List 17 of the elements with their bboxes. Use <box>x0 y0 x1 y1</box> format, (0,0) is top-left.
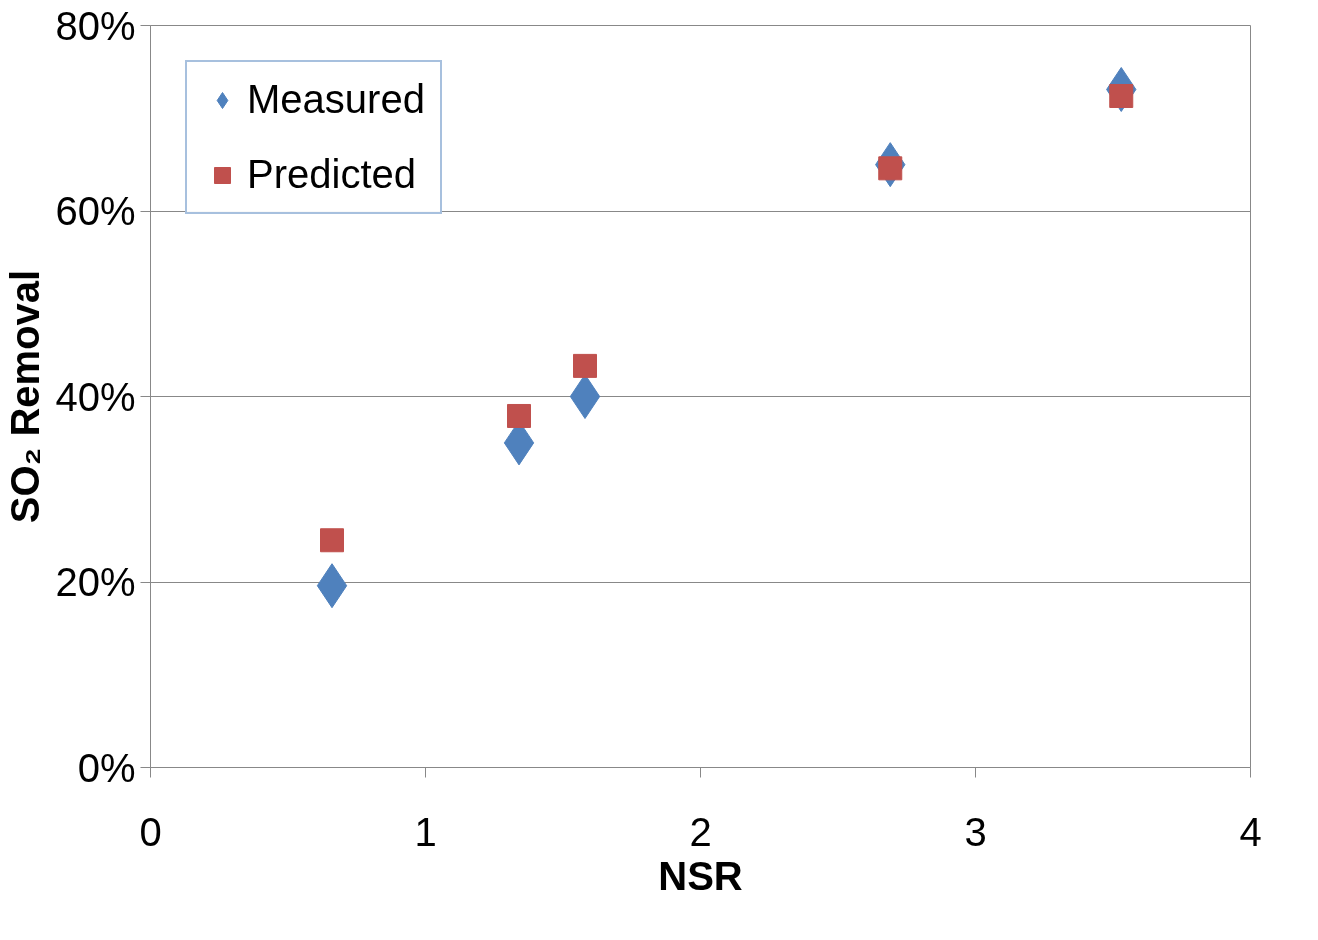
legend-label: Measured <box>247 77 425 122</box>
x-tick-label: 0 <box>139 809 162 854</box>
y-tick-label: 40% <box>55 374 136 419</box>
y-tick-label: 80% <box>55 3 136 48</box>
legend-label: Predicted <box>247 152 416 197</box>
y-axis-title: SO₂ Removal <box>3 269 48 524</box>
y-tick-label: 60% <box>55 189 136 233</box>
x-tick-label: 1 <box>414 809 437 854</box>
x-axis-title: NSR <box>658 853 743 898</box>
point <box>320 528 344 553</box>
x-tick-label: 2 <box>689 809 712 854</box>
x-tick-label: 3 <box>964 809 987 854</box>
y-tick-label: 20% <box>55 560 136 604</box>
y-tick-label: 0% <box>77 745 136 790</box>
point <box>507 403 531 428</box>
x-tick-label: 4 <box>1239 809 1262 854</box>
point <box>573 353 597 378</box>
